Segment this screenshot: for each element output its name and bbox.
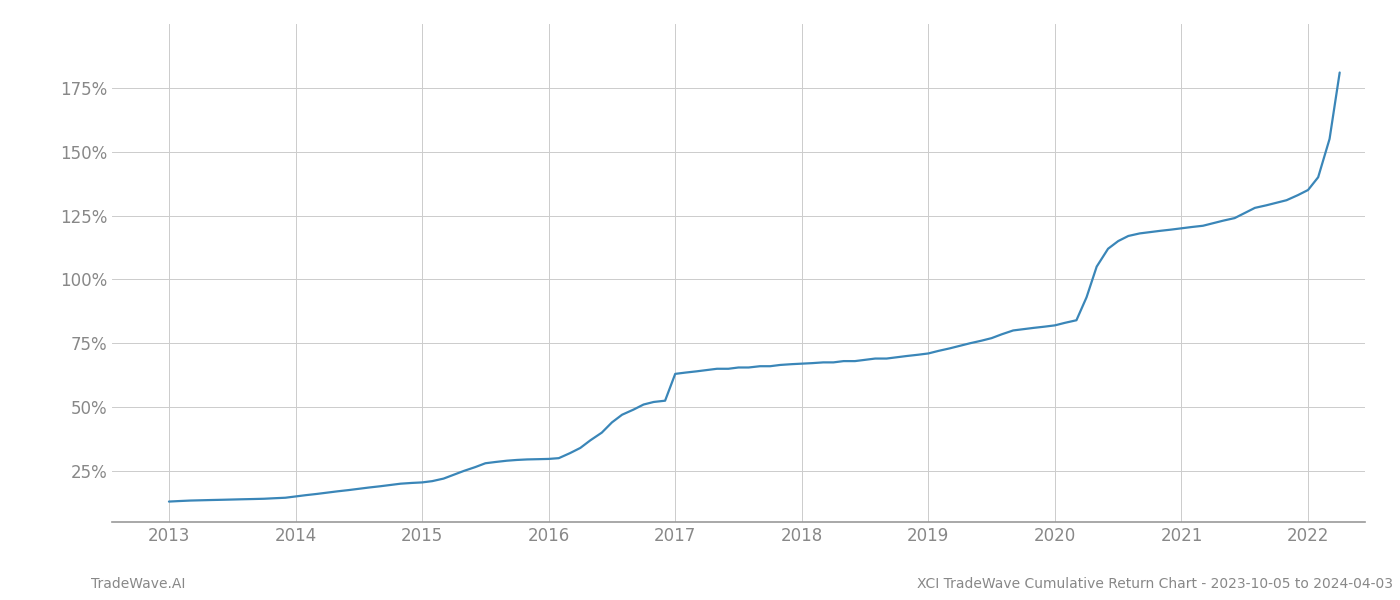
Text: TradeWave.AI: TradeWave.AI <box>91 577 185 591</box>
Text: XCI TradeWave Cumulative Return Chart - 2023-10-05 to 2024-04-03: XCI TradeWave Cumulative Return Chart - … <box>917 577 1393 591</box>
